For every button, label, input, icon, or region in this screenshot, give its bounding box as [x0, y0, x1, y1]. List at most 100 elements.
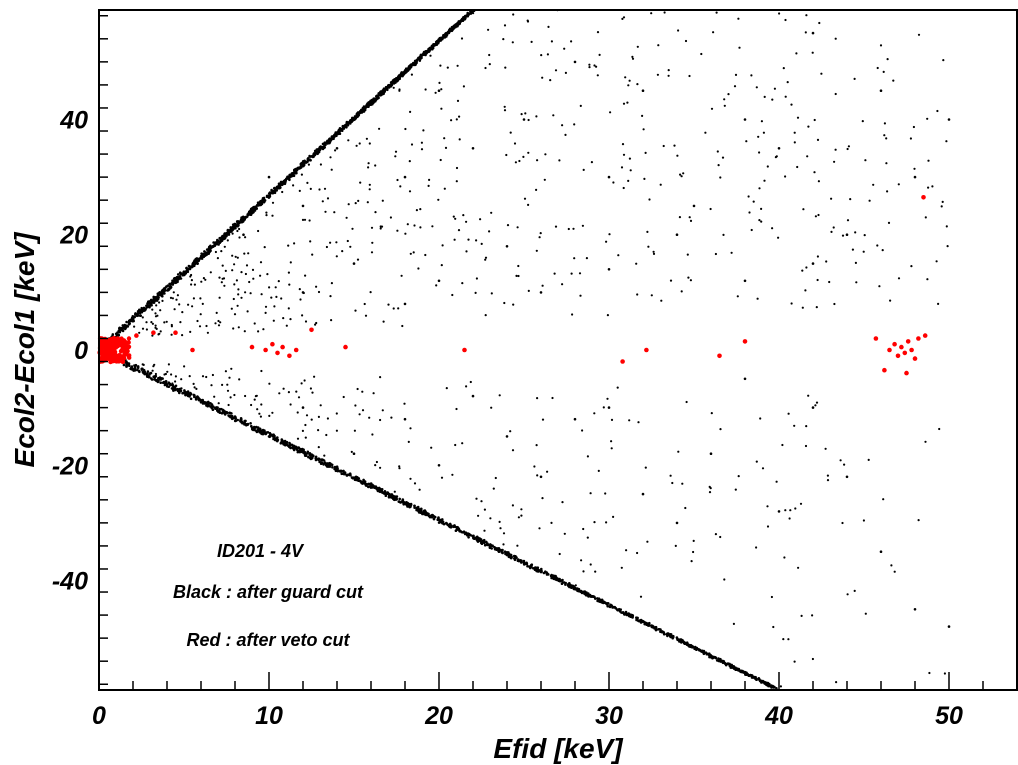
scatter-point	[423, 509, 427, 512]
annotation-black-legend: Black : after guard cut	[173, 582, 364, 602]
scatter-point	[409, 252, 412, 255]
scatter-point	[710, 412, 713, 415]
band-point	[509, 556, 513, 560]
band-point	[501, 548, 504, 552]
scatter-point	[876, 244, 879, 247]
band-point	[506, 551, 510, 555]
scatter-point	[719, 428, 722, 431]
scatter-point	[455, 180, 458, 183]
scatter-point	[622, 186, 625, 190]
red-point	[263, 347, 268, 353]
band-point	[391, 495, 394, 498]
scatter-point	[154, 315, 158, 318]
scatter-point	[685, 400, 688, 404]
scatter-point	[550, 521, 553, 525]
scatter-point	[723, 104, 726, 107]
scatter-point	[361, 409, 365, 412]
scatter-point	[826, 474, 830, 477]
scatter-point	[631, 57, 635, 60]
band-point	[744, 672, 747, 675]
scatter-point	[605, 240, 608, 243]
band-point	[723, 662, 727, 665]
black-point	[471, 394, 475, 398]
band-point	[377, 96, 380, 100]
y-tick-label: 40	[59, 106, 88, 134]
scatter-point	[412, 251, 415, 254]
band-point	[594, 597, 597, 600]
red-point	[118, 354, 123, 359]
band-point	[761, 680, 764, 684]
band-point	[336, 132, 340, 136]
scatter-point	[790, 302, 793, 305]
scatter-point	[393, 490, 396, 493]
scatter-point	[945, 225, 948, 228]
band-point	[220, 235, 224, 239]
scatter-point	[502, 543, 505, 546]
scatter-point	[535, 115, 538, 118]
band-point	[306, 450, 310, 454]
band-point	[150, 299, 154, 303]
scatter-point	[750, 228, 753, 232]
scatter-point	[181, 334, 184, 337]
scatter-point	[594, 570, 597, 573]
band-point	[726, 662, 730, 665]
scatter-point	[480, 500, 483, 503]
band-point	[228, 411, 231, 415]
band-point	[400, 500, 404, 503]
band-point	[513, 558, 517, 562]
scatter-point	[138, 331, 141, 334]
scatter-point	[917, 33, 921, 36]
scatter-point	[475, 239, 478, 242]
scatter-point	[708, 491, 712, 494]
scatter-point	[644, 151, 647, 154]
scatter-point	[581, 429, 584, 432]
scatter-point	[766, 165, 769, 168]
band-point	[775, 687, 778, 690]
band-point	[519, 559, 523, 563]
scatter-point	[347, 203, 350, 206]
scatter-point	[540, 54, 543, 57]
scatter-point	[145, 328, 148, 331]
scatter-point	[333, 211, 336, 214]
band-point	[638, 619, 641, 623]
scatter-point	[455, 118, 458, 121]
band-point	[178, 391, 181, 395]
band-point	[712, 656, 715, 659]
band-point	[360, 481, 363, 485]
scatter-point	[342, 395, 345, 399]
scatter-point	[628, 79, 631, 82]
band-point	[383, 89, 387, 93]
band-point	[200, 257, 204, 260]
scatter-point	[321, 200, 324, 203]
band-point	[236, 222, 239, 226]
scatter-point	[853, 77, 856, 80]
scatter-point	[346, 239, 349, 243]
band-point	[689, 644, 693, 647]
band-point	[657, 628, 660, 631]
scatter-point	[272, 319, 275, 322]
scatter-point	[174, 375, 177, 378]
scatter-point	[503, 105, 506, 108]
band-point	[275, 189, 279, 192]
band-point	[331, 466, 334, 469]
band-point	[302, 448, 305, 452]
band-point	[448, 27, 452, 31]
scatter-point	[737, 17, 740, 20]
band-point	[542, 571, 546, 575]
black-point	[352, 118, 356, 121]
scatter-point	[260, 403, 263, 406]
band-point	[646, 623, 650, 627]
scatter-point	[602, 406, 605, 409]
scatter-point	[942, 59, 945, 62]
black-point	[352, 452, 356, 456]
scatter-point	[536, 474, 539, 477]
scatter-point	[398, 465, 401, 468]
band-point	[349, 473, 352, 477]
band-point	[568, 583, 572, 587]
scatter-point	[264, 305, 268, 308]
scatter-point	[211, 373, 214, 377]
scatter-point	[503, 109, 507, 112]
scatter-point	[561, 283, 564, 286]
scatter-point	[195, 387, 198, 390]
scatter-point	[441, 244, 444, 247]
